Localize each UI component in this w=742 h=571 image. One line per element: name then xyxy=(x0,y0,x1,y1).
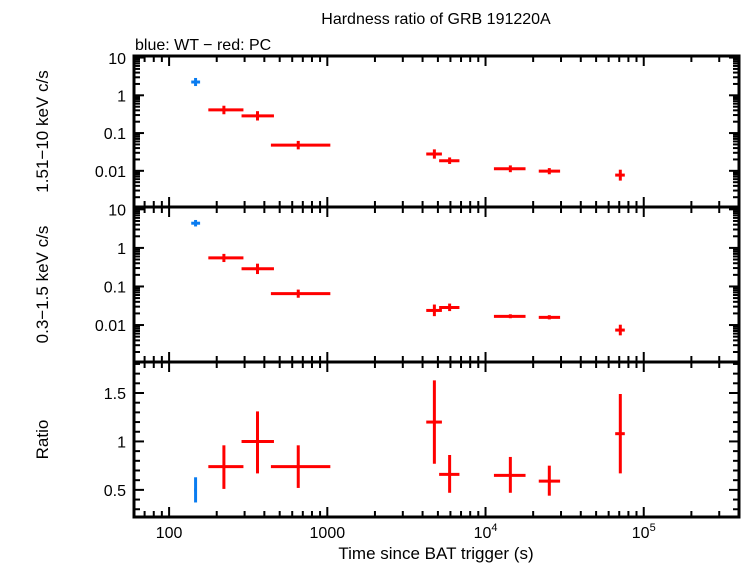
x-tick-label-exponent: 5 xyxy=(650,522,656,534)
data-point-pc xyxy=(270,140,331,150)
data-point-pc xyxy=(426,380,442,464)
data-point-pc xyxy=(493,165,526,173)
data-point-pc xyxy=(208,445,244,489)
y-tick-label: 0.1 xyxy=(104,279,126,296)
x-tick-label: 104 xyxy=(474,522,498,542)
data-point-pc xyxy=(538,168,561,175)
y-tick-label: 10 xyxy=(108,202,126,219)
x-tick-label-base: 10 xyxy=(474,525,492,542)
x-tick-label: 1000 xyxy=(310,525,346,542)
x-tick-label: 100 xyxy=(156,525,183,542)
x-tick-label-base: 100 xyxy=(156,525,183,542)
data-point-pc xyxy=(241,411,274,474)
y-tick-label: 10 xyxy=(108,51,126,68)
y-tick-label: 0.1 xyxy=(104,126,126,143)
y-tick-label: 0.5 xyxy=(104,483,126,500)
data-point-pc xyxy=(538,315,561,320)
panel-frame xyxy=(132,205,741,364)
y-axis-label: 1.51−10 keV c/s xyxy=(33,70,52,192)
y-tick-label: 1 xyxy=(117,88,126,105)
y-axis-label: 0.3−1.5 keV c/s xyxy=(33,226,52,344)
data-point-pc xyxy=(439,157,460,164)
data-point-pc xyxy=(208,105,244,115)
data-point-pc xyxy=(615,324,625,336)
x-tick-label: 105 xyxy=(632,522,656,542)
y-tick-label: 1.5 xyxy=(104,386,126,403)
data-point-pc xyxy=(439,455,460,493)
data-point-wt xyxy=(194,477,198,503)
data-point-wt xyxy=(191,219,201,227)
y-tick-label: 0.01 xyxy=(95,164,126,181)
data-point-pc xyxy=(615,169,625,181)
data-point-pc xyxy=(241,111,274,121)
panel-frame xyxy=(132,360,741,519)
data-point-pc xyxy=(270,445,331,488)
panel-frame xyxy=(132,54,741,209)
y-tick-label: 1 xyxy=(117,241,126,258)
data-point-pc xyxy=(426,149,442,159)
data-point-pc xyxy=(538,465,561,496)
chart-subtitle: blue: WT − red: PC xyxy=(135,37,271,54)
data-point-pc xyxy=(493,314,526,319)
data-point-pc xyxy=(493,456,526,493)
data-point-pc xyxy=(439,303,460,312)
x-tick-label-base: 1000 xyxy=(310,525,346,542)
y-tick-label: 1 xyxy=(117,434,126,451)
data-point-pc xyxy=(241,263,274,275)
data-point-pc xyxy=(426,304,442,317)
data-point-pc xyxy=(208,253,244,263)
y-tick-label: 0.01 xyxy=(95,318,126,335)
data-point-wt xyxy=(191,77,201,87)
data-point-pc xyxy=(270,289,331,298)
x-tick-label-exponent: 4 xyxy=(491,522,497,534)
data-point-pc xyxy=(615,393,625,474)
x-tick-label-base: 10 xyxy=(632,525,650,542)
y-axis-label: Ratio xyxy=(33,420,52,460)
x-axis-label: Time since BAT trigger (s) xyxy=(338,544,533,563)
chart-title: Hardness ratio of GRB 191220A xyxy=(321,11,551,28)
